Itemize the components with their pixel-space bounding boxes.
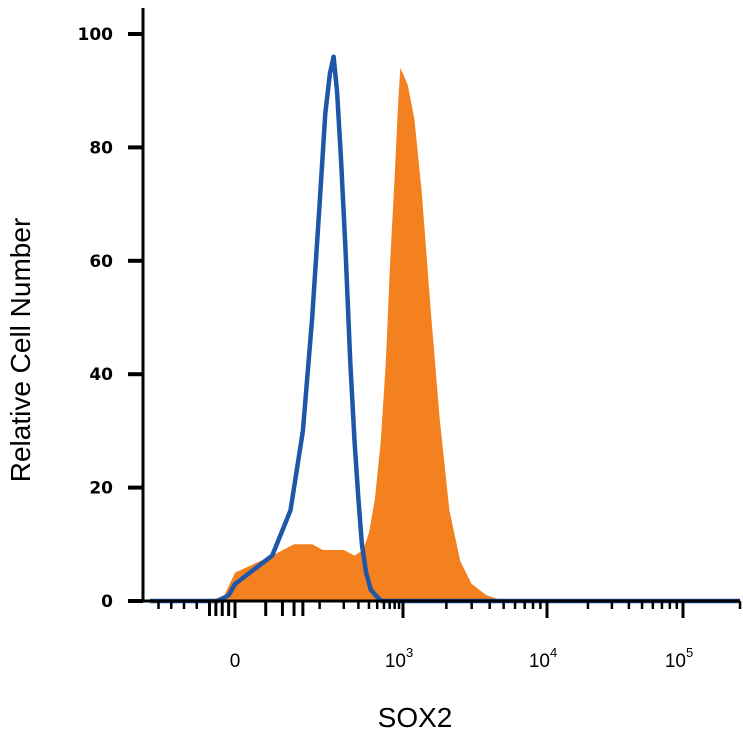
- x-tick-label: 0: [230, 651, 241, 672]
- y-tick-label: 20: [89, 479, 113, 499]
- y-axis-title: Relative Cell Number: [5, 218, 36, 483]
- x-tick-label: 104: [529, 645, 557, 672]
- series-outline: [150, 54, 740, 604]
- series-filled-area: [150, 68, 740, 601]
- x-tick-label: 105: [665, 645, 693, 672]
- x-tick-label: 103: [385, 645, 413, 672]
- y-tick-label: 60: [89, 252, 113, 272]
- y-tick-label: 80: [89, 138, 113, 158]
- axes: 0 20 40 60 80 100 0 103 104 105: [78, 25, 742, 672]
- x-axis-title: SOX2: [378, 702, 453, 733]
- plot-area: [150, 54, 740, 604]
- y-tick-label: 40: [89, 365, 113, 385]
- y-tick-label: 0: [101, 592, 113, 612]
- y-tick-label: 100: [78, 25, 114, 45]
